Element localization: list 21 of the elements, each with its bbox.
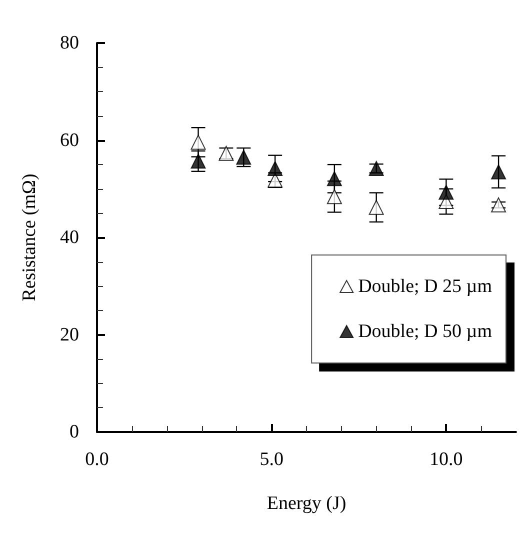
point <box>190 134 206 150</box>
point <box>190 154 206 169</box>
y-tick-label: 0 <box>70 422 79 442</box>
x-axis-title: Energy (J) <box>266 493 346 514</box>
y-tick-label: 40 <box>60 227 79 248</box>
x-tick-label: 5.0 <box>260 449 284 470</box>
point <box>368 200 384 215</box>
point <box>491 164 506 180</box>
legend-label: Double; D 25 µm <box>358 276 492 297</box>
point <box>268 160 283 176</box>
y-tick-label: 80 <box>60 32 79 54</box>
y-tick-label: 20 <box>60 324 79 346</box>
point <box>491 197 506 212</box>
point <box>326 171 342 186</box>
y-tick-label: 60 <box>60 130 79 151</box>
x-tick-label: 10.0 <box>430 449 463 470</box>
x-tick-label: 0.0 <box>85 449 109 470</box>
legend-label: Double; D 50 µm <box>358 321 492 342</box>
y-axis-title: Resistance (mΩ) <box>19 174 40 302</box>
point <box>326 189 342 204</box>
point <box>438 184 454 200</box>
